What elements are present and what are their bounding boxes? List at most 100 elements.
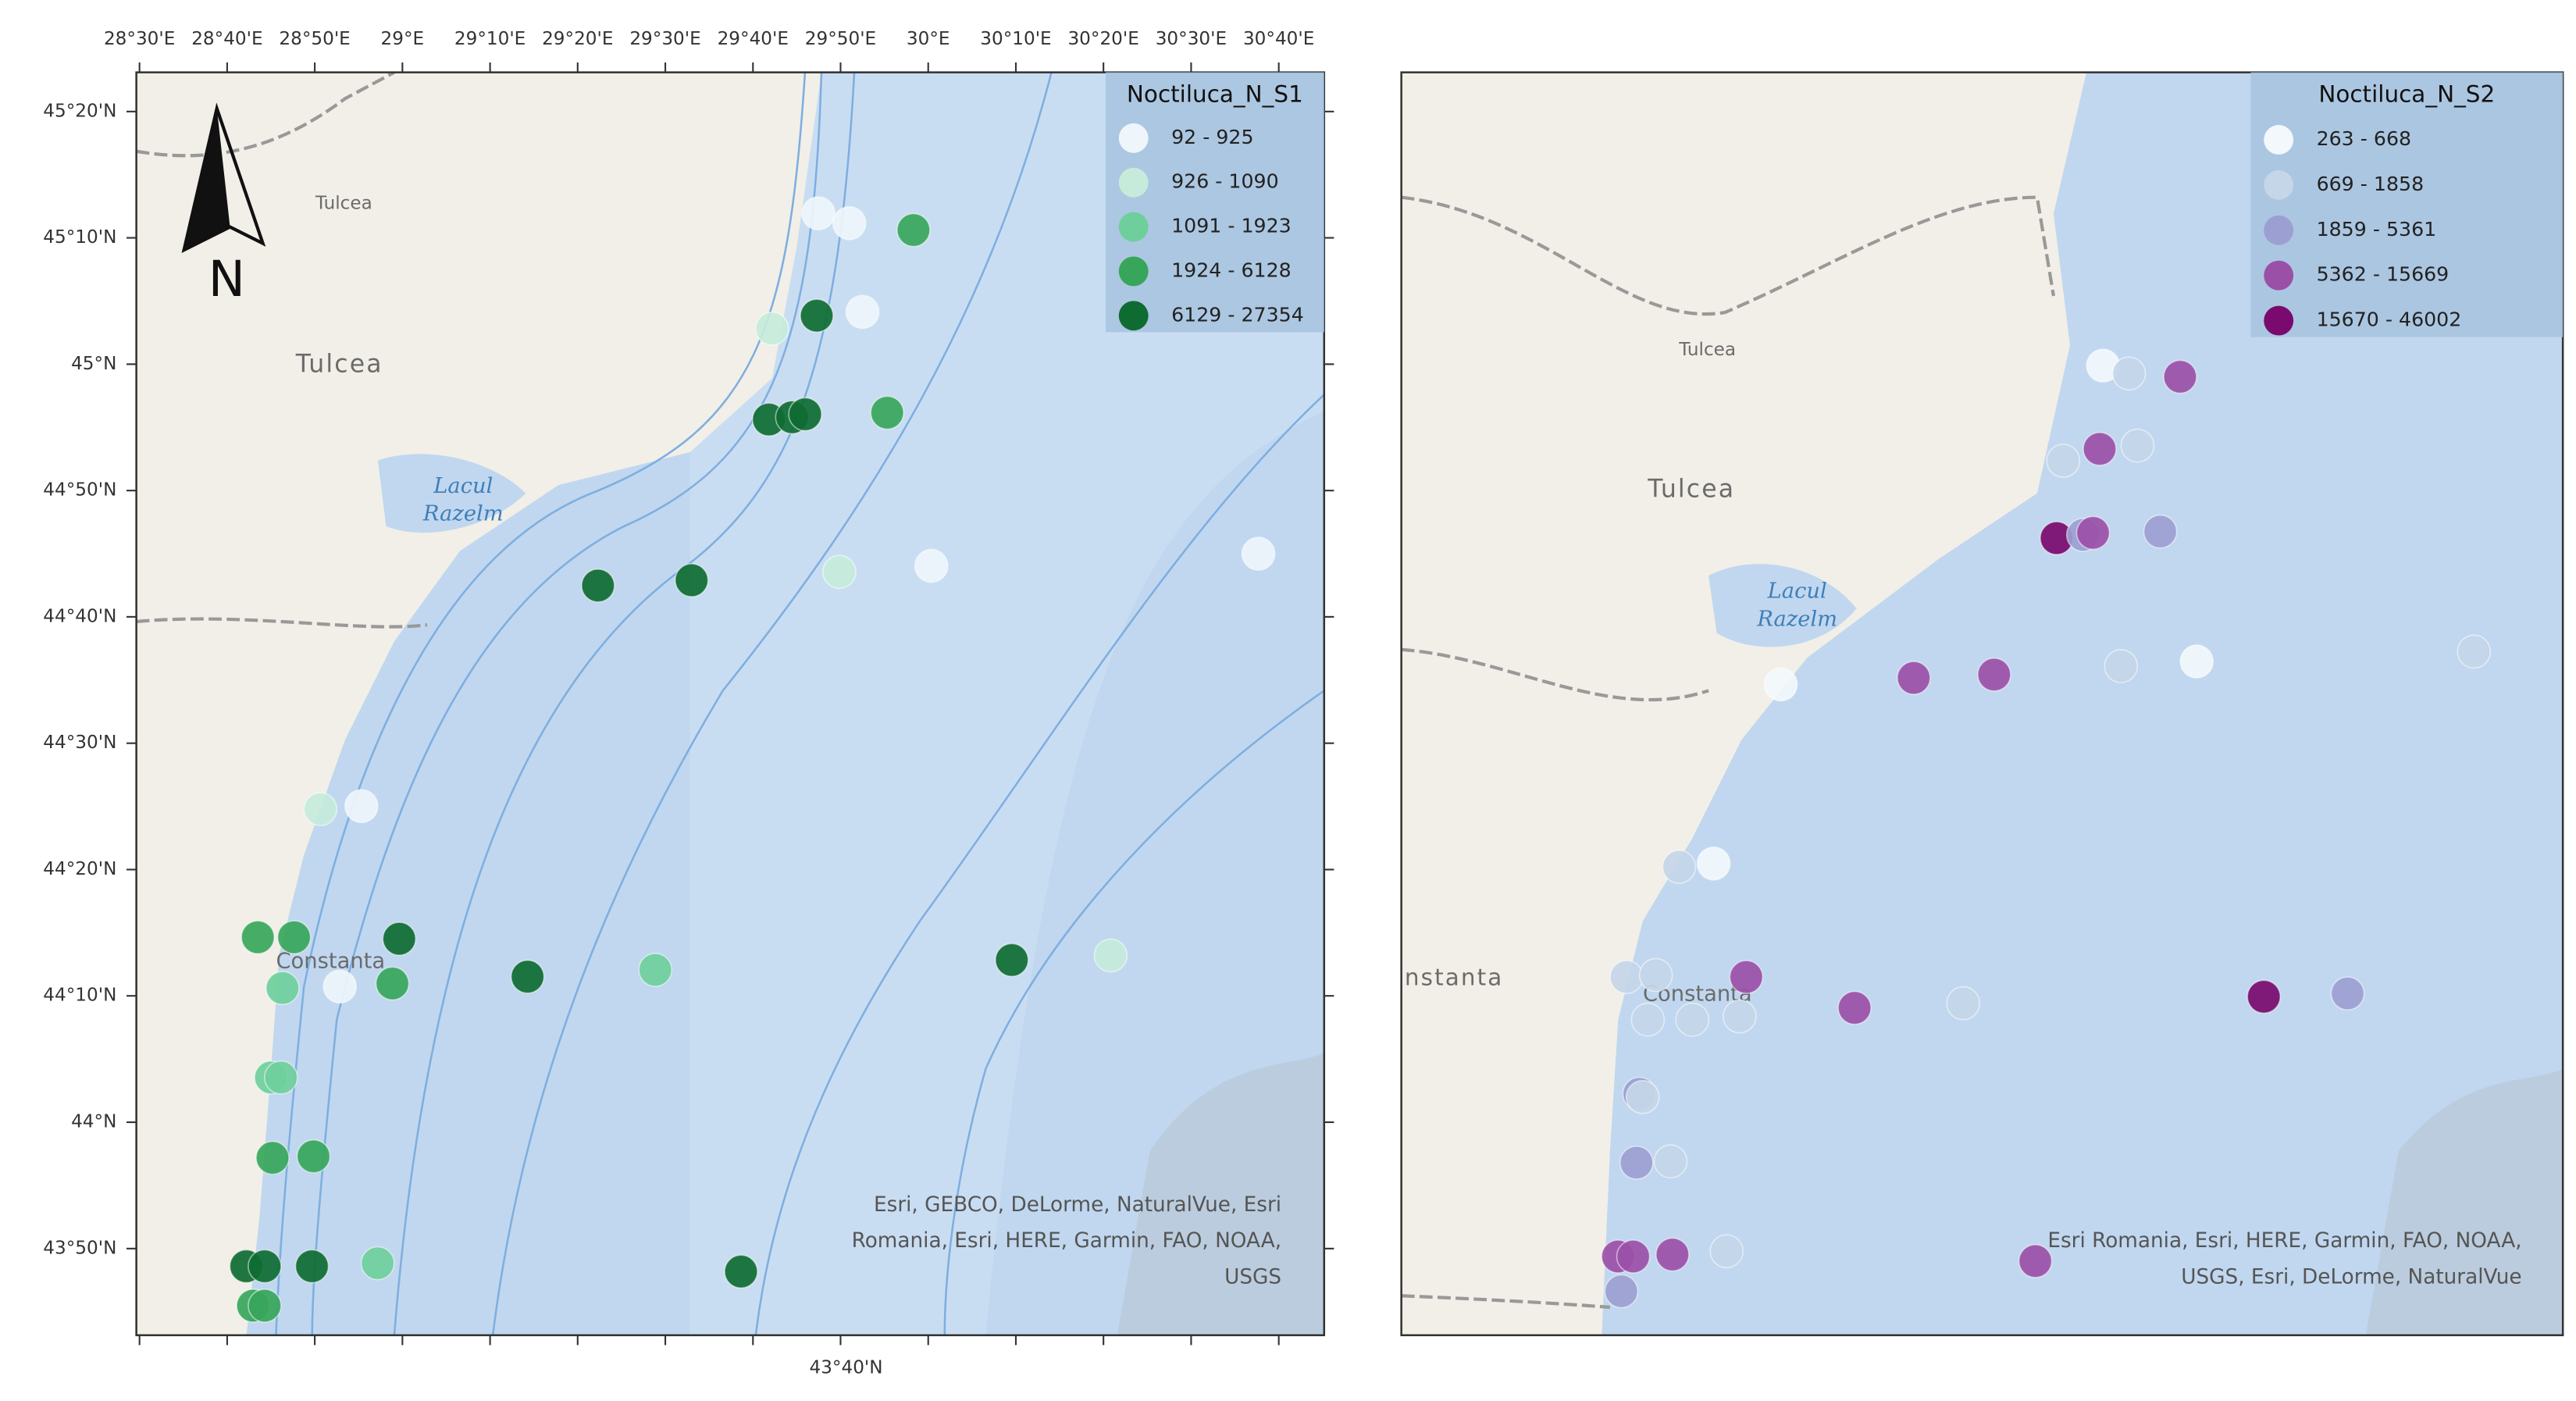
sample-point (294, 1249, 330, 1284)
attribution: Romania, Esri, HERE, Garmin, FAO, NOAA, (852, 1229, 1281, 1253)
x-tick-label: 30°10'E (980, 29, 1051, 49)
place-label: Lacul (433, 474, 493, 498)
land (1401, 72, 2087, 1335)
sample-point (832, 205, 867, 241)
y-tick-label: 45°20'N (43, 101, 116, 121)
sample-point (896, 212, 931, 248)
x-tick-label: 29°30'E (629, 29, 700, 49)
shelf (689, 72, 1324, 1335)
sample-point (265, 971, 300, 1006)
sample-point (1625, 1079, 1660, 1114)
sample-point (801, 196, 836, 231)
bottom-label: 43°40'N (809, 1357, 882, 1378)
x-tick-label: 28°50'E (279, 29, 350, 49)
legend-label: 5362 - 15669 (2317, 263, 2450, 286)
sample-point (1093, 938, 1128, 973)
sample-point (580, 568, 615, 603)
sample-point (510, 959, 545, 994)
y-tick-label: 45°N (71, 354, 116, 374)
sample-point (1630, 1002, 1666, 1037)
x-tick-label: 30°40'E (1243, 29, 1314, 49)
attribution: Esri Romania, Esri, HERE, Garmin, FAO, N… (2047, 1229, 2521, 1253)
y-tick-label: 44°40'N (43, 606, 116, 626)
points (1601, 348, 2492, 1309)
sample-point (2246, 979, 2282, 1014)
sample-point (674, 563, 709, 597)
points (229, 196, 1276, 1323)
y-tick-label: 44°30'N (43, 733, 116, 753)
sample-point (2111, 356, 2147, 391)
legend-label: 669 - 1858 (2317, 173, 2425, 195)
sample-point (1653, 1144, 1688, 1179)
x-tick-label: 29°E (381, 29, 425, 49)
sample-point (914, 548, 949, 583)
sample-point (1638, 957, 1673, 993)
sample-point (1696, 846, 1731, 881)
sample-point (2179, 644, 2214, 679)
sample-point (248, 1249, 282, 1284)
sample-point (2143, 514, 2178, 549)
sample-point (360, 1246, 395, 1281)
legend-swatch (1118, 167, 1149, 198)
y-tick-label: 45°10'N (43, 227, 116, 248)
sample-point (382, 922, 417, 957)
sample-point (800, 298, 834, 333)
north-arrow: N (181, 102, 266, 308)
lake (377, 454, 526, 533)
sample-point (1604, 1274, 1639, 1309)
sample-point (2046, 444, 2081, 478)
legend-box (1105, 72, 1324, 333)
x-tick-label: 28°30'E (104, 29, 175, 49)
sample-point (754, 311, 789, 346)
sample-point (994, 943, 1029, 978)
sample-point (1616, 1239, 1651, 1274)
x-tick-label: 29°10'E (454, 29, 526, 49)
attribution: USGS (1224, 1266, 1281, 1289)
border (1401, 647, 1709, 702)
place-label: Razelm (1756, 607, 1837, 631)
sample-point (1723, 999, 1757, 1034)
legend-label: 263 - 668 (2317, 127, 2412, 150)
x-tick-label: 30°20'E (1067, 29, 1138, 49)
panel-frame (135, 71, 1326, 1337)
legend-label: 15670 - 46002 (2317, 308, 2462, 331)
legend-swatch (2264, 305, 2294, 336)
legend-label: 1924 - 6128 (1171, 258, 1292, 281)
y-tick-label: 44°10'N (43, 986, 116, 1006)
relief (2365, 1068, 2564, 1335)
legend-swatch (2264, 260, 2294, 291)
place-label: Tulcea (295, 350, 383, 378)
legend-swatch (1118, 256, 1149, 287)
legend-swatch (2264, 169, 2294, 200)
sample-point (2075, 515, 2111, 551)
y-tick-label: 44°20'N (43, 859, 116, 879)
sample-point (263, 1060, 298, 1095)
panel-frame (1400, 71, 2564, 1337)
legend-swatch (2264, 215, 2294, 245)
place-label: Razelm (422, 502, 504, 526)
sample-point (296, 1139, 331, 1174)
sample-point (845, 294, 880, 330)
x-tick-label: 30°30'E (1156, 29, 1227, 49)
legend-swatch (1118, 123, 1149, 153)
sample-point (1662, 850, 1697, 884)
x-tick-label: 29°50'E (805, 29, 876, 49)
legend-swatch (1118, 212, 1149, 242)
legend-label: 1091 - 1923 (1171, 215, 1292, 237)
attribution: USGS, Esri, DeLorme, NaturalVue (2181, 1266, 2521, 1289)
sample-point (2018, 1243, 2053, 1278)
legend-label: 6129 - 27354 (1171, 303, 1304, 326)
attribution: Esri, GEBCO, DeLorme, NaturalVue, Esri (874, 1193, 1281, 1217)
sample-point (2163, 359, 2197, 394)
sample-point (638, 953, 673, 987)
sample-point (2120, 428, 2155, 463)
sample-point (822, 554, 857, 590)
border (1401, 195, 2056, 316)
sample-point (724, 1254, 758, 1289)
sample-point (1675, 1002, 1710, 1037)
legend-swatch (2264, 125, 2294, 155)
sample-point (2104, 649, 2139, 683)
